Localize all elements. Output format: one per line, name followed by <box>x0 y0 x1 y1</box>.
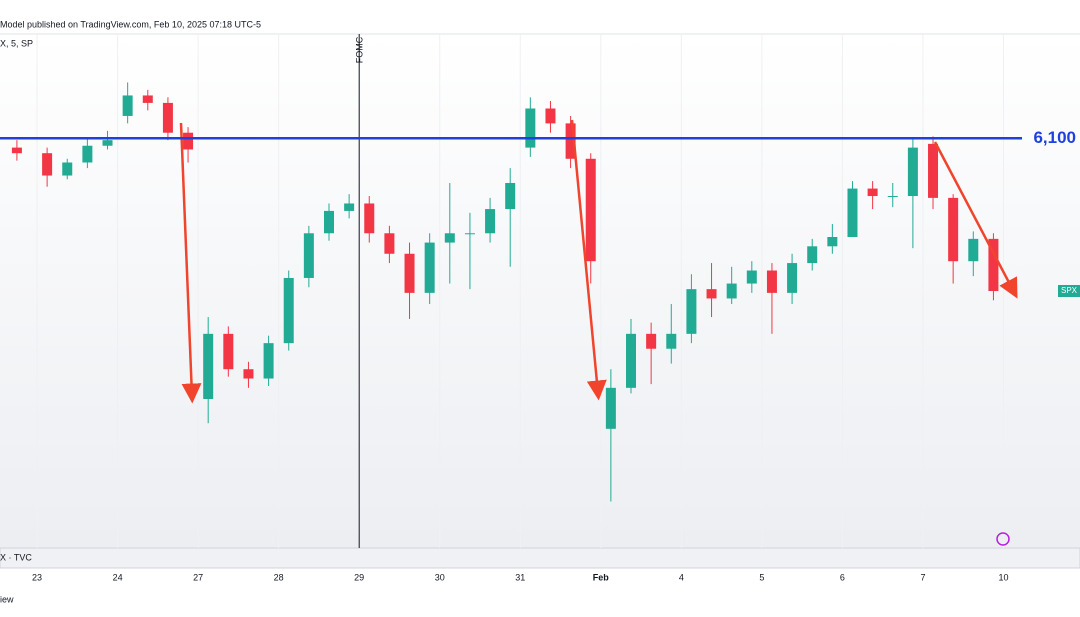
arrow <box>570 119 607 401</box>
candle-body <box>323 210 334 234</box>
candle-body <box>948 197 959 262</box>
x-tick-label: 5 <box>759 572 764 582</box>
x-tick-label: 10 <box>998 572 1008 582</box>
candle-body <box>404 253 415 293</box>
candle-body <box>706 289 717 299</box>
candles <box>11 82 999 502</box>
candle-body <box>384 233 395 254</box>
x-tick-label: 4 <box>679 572 684 582</box>
x-tick-label: 7 <box>920 572 925 582</box>
candle-body <box>746 270 757 284</box>
candle-body <box>787 263 798 293</box>
event-label: FOMC <box>355 36 365 63</box>
candle-body <box>263 343 274 379</box>
candle-body <box>424 242 435 293</box>
candle-body <box>827 236 838 247</box>
candle-body <box>686 289 697 334</box>
candle-body <box>666 333 677 349</box>
x-tick-label: 24 <box>113 572 123 582</box>
candle-body <box>646 333 657 349</box>
candle-body <box>183 132 194 150</box>
candle-body <box>847 188 858 237</box>
candle-body <box>283 277 294 344</box>
x-tick-label: Feb <box>593 572 610 582</box>
x-tick-label: 29 <box>354 572 364 582</box>
candle-body <box>988 238 999 291</box>
candle-body <box>585 158 596 262</box>
candle-body <box>82 145 93 163</box>
candle-body <box>162 102 173 133</box>
candle-body <box>243 369 254 379</box>
last-price-tag <box>1058 285 1080 297</box>
candle-body <box>726 283 737 299</box>
pane-strip <box>0 547 1080 569</box>
candle-body <box>142 95 153 103</box>
arrow <box>933 141 1018 299</box>
candle-body <box>565 123 576 159</box>
candle-body <box>867 188 878 197</box>
footer-text: iew <box>0 594 14 604</box>
candle-body <box>303 233 314 278</box>
arrow <box>179 122 202 404</box>
candle-body <box>223 333 234 370</box>
candle-body <box>122 95 133 116</box>
candle-body <box>203 333 214 400</box>
candle-body <box>605 387 616 429</box>
candle-body <box>42 153 53 176</box>
candle-body <box>626 333 637 388</box>
candle-body <box>344 203 355 211</box>
candle-body <box>807 246 818 264</box>
candle-body <box>102 140 113 146</box>
x-tick-label: 27 <box>193 572 203 582</box>
candle-body <box>464 233 475 235</box>
candle-body <box>444 233 455 243</box>
candle-body <box>545 108 556 124</box>
candle-body <box>62 162 73 176</box>
candle-body <box>907 147 918 197</box>
candle-body <box>505 182 516 210</box>
candle-body <box>364 203 375 234</box>
logo-icon[interactable] <box>996 532 1010 546</box>
candle-body <box>485 209 496 234</box>
x-tick-label: 6 <box>840 572 845 582</box>
level-label: 6,100 <box>1033 128 1076 147</box>
candle-body <box>968 238 979 262</box>
pane-label: X · TVC <box>0 552 32 562</box>
x-tick-label: 30 <box>435 572 445 582</box>
overlay: FOMC 6,100 SPX <box>0 34 1080 548</box>
published-note: Model published on TradingView.com, Feb … <box>0 19 261 29</box>
x-tick-label: 31 <box>515 572 525 582</box>
last-price-label: SPX <box>1061 286 1078 295</box>
candle-body <box>11 147 22 154</box>
x-tick-label: 28 <box>274 572 284 582</box>
symbol-info: X, 5, SP <box>0 38 33 48</box>
candle-body <box>525 108 536 148</box>
x-tick-label: 23 <box>32 572 42 582</box>
candle-body <box>887 196 898 198</box>
plot-background <box>0 34 1080 548</box>
candle-body <box>928 143 939 198</box>
candle-body <box>766 270 777 293</box>
